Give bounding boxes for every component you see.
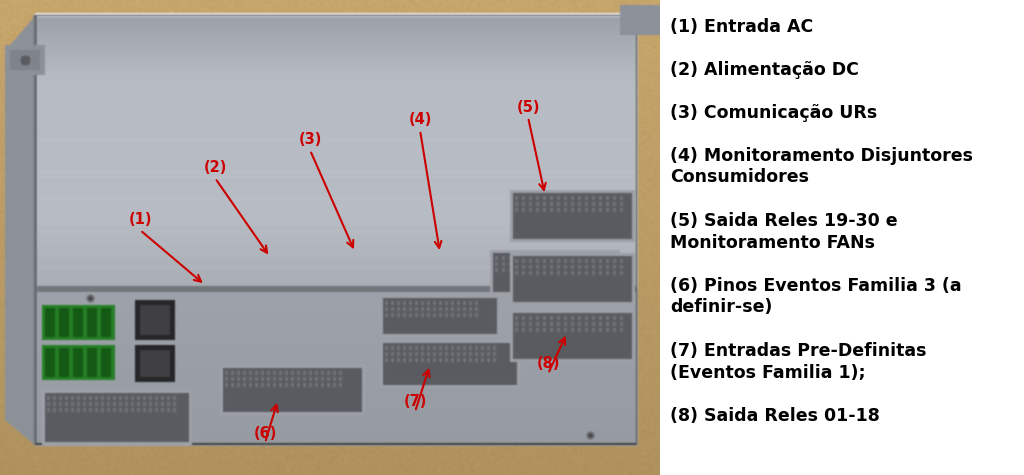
Bar <box>660 0 1024 475</box>
Text: (2): (2) <box>204 161 226 175</box>
Text: (8) Saida Reles 01-18: (8) Saida Reles 01-18 <box>670 407 880 425</box>
Text: (7): (7) <box>403 395 427 409</box>
Text: (7) Entradas Pre-Definitas
(Eventos Familia 1);: (7) Entradas Pre-Definitas (Eventos Fami… <box>670 342 927 381</box>
Text: (6) Pinos Eventos Familia 3 (a
definir-se): (6) Pinos Eventos Familia 3 (a definir-s… <box>670 277 962 316</box>
Text: (4) Monitoramento Disjuntores
Consumidores: (4) Monitoramento Disjuntores Consumidor… <box>670 147 973 187</box>
Text: (1) Entrada AC: (1) Entrada AC <box>670 18 813 36</box>
Text: (2) Alimentação DC: (2) Alimentação DC <box>670 61 859 79</box>
Text: (3): (3) <box>298 133 322 148</box>
Text: (6): (6) <box>253 426 276 440</box>
Text: (4): (4) <box>409 113 432 127</box>
Text: (5) Saida Reles 19-30 e
Monitoramento FANs: (5) Saida Reles 19-30 e Monitoramento FA… <box>670 212 898 251</box>
Text: (5): (5) <box>516 99 540 114</box>
Text: (1): (1) <box>128 212 152 228</box>
Text: (8): (8) <box>537 357 560 371</box>
Text: (3) Comunicação URs: (3) Comunicação URs <box>670 104 878 122</box>
